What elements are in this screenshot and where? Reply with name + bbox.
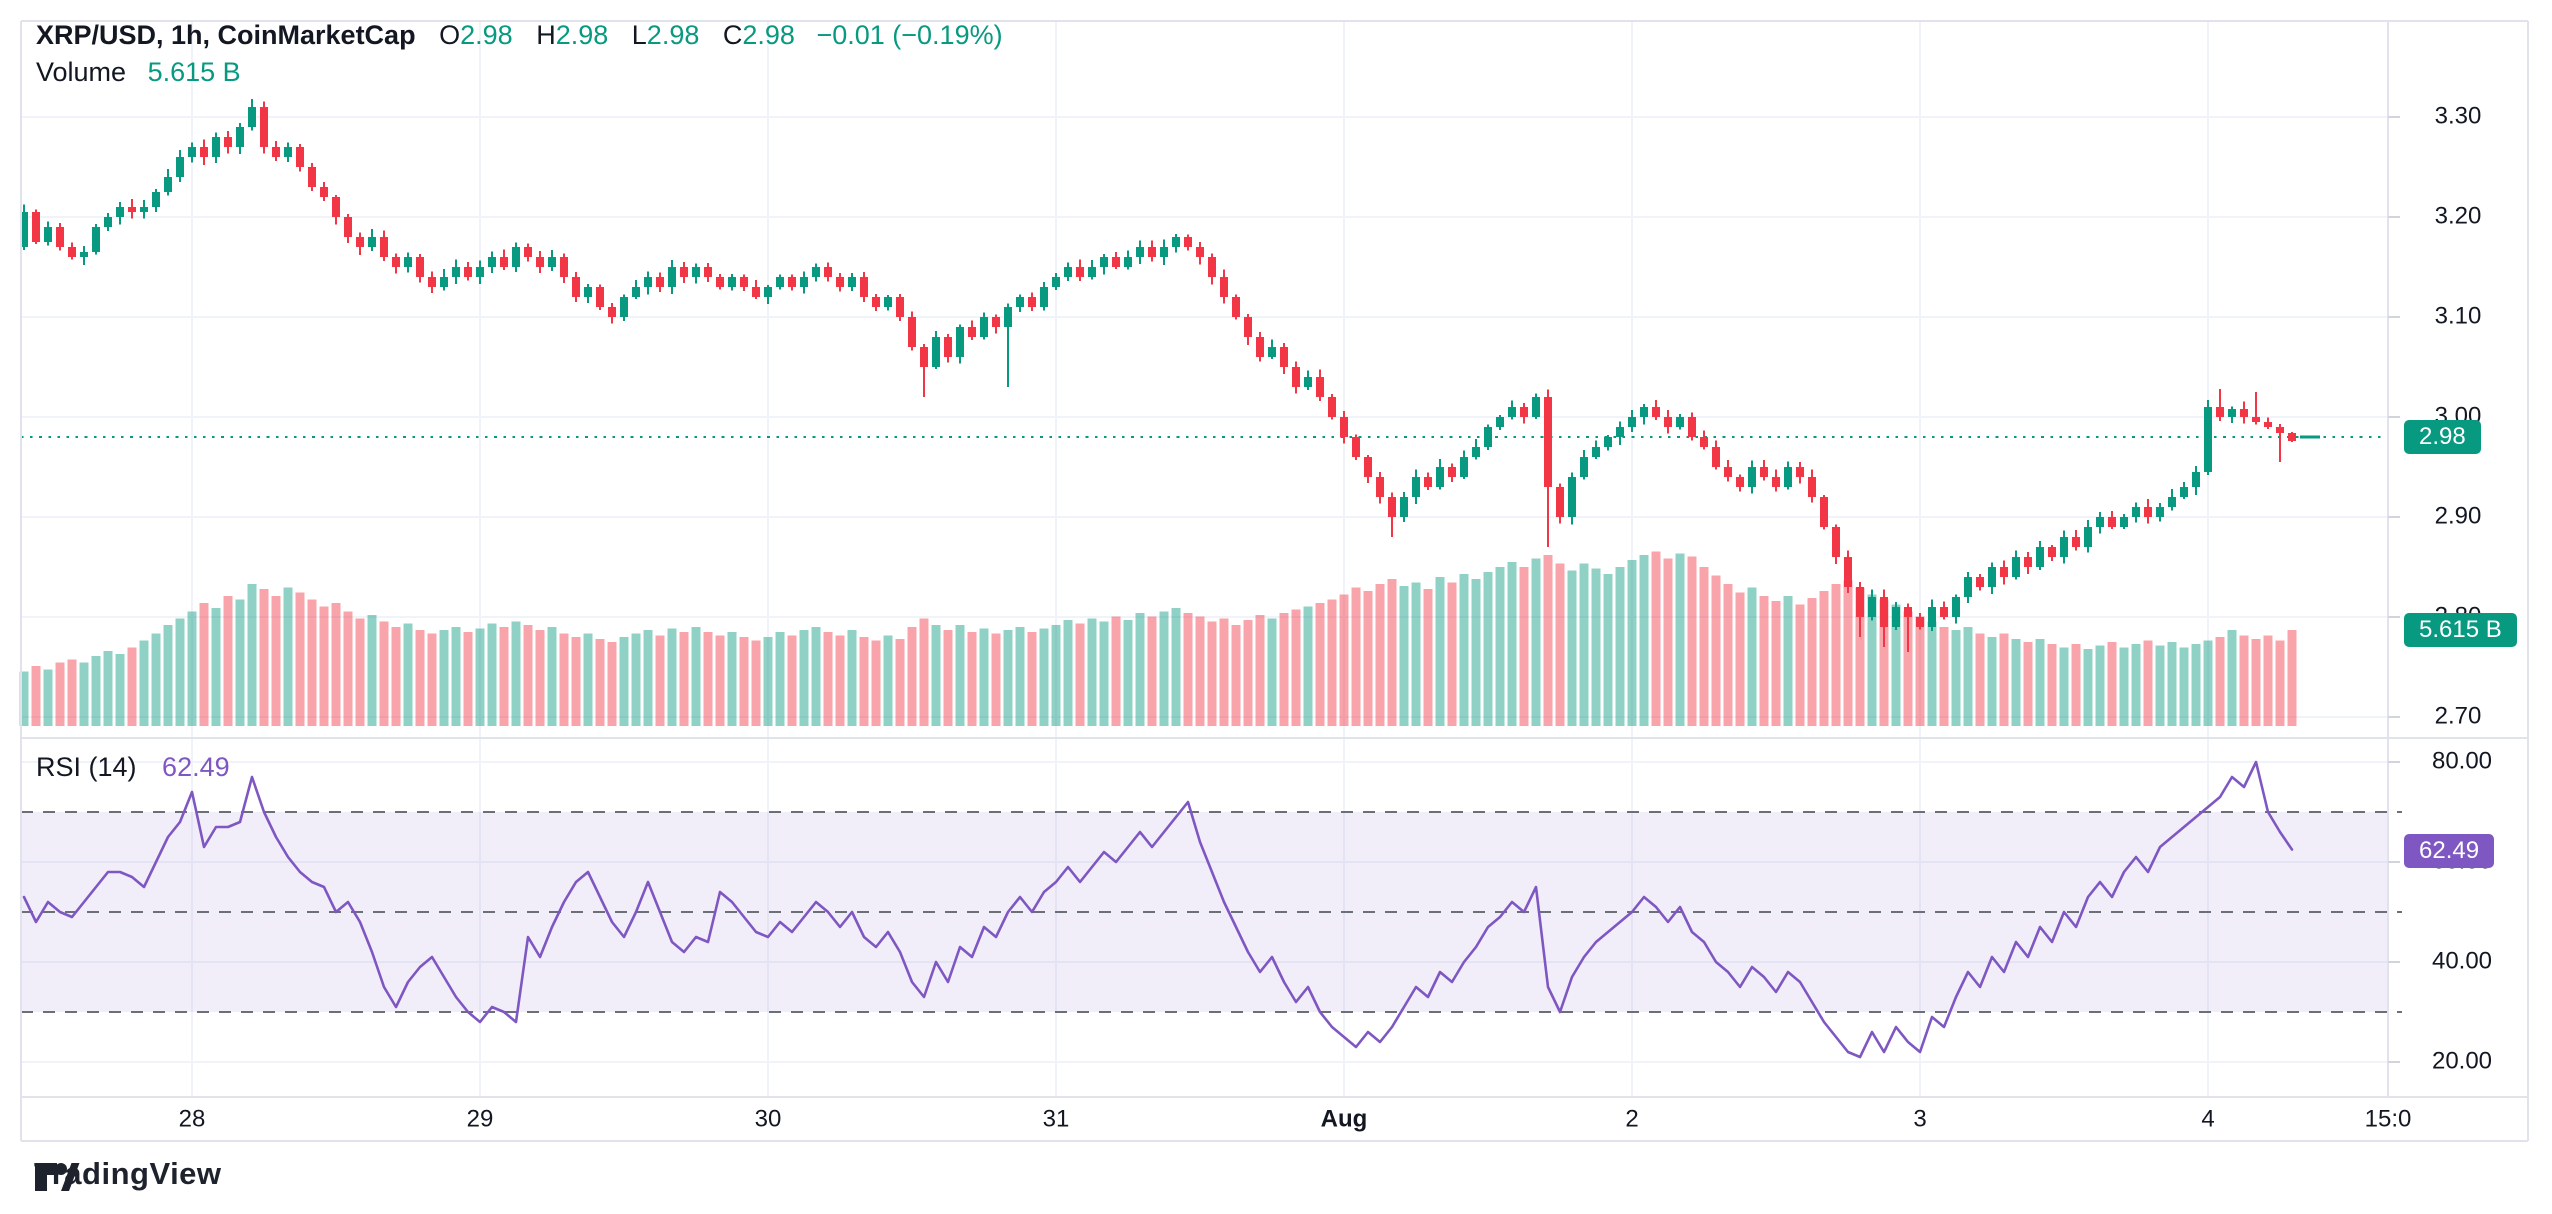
time-axis-label: 30 (755, 1105, 782, 1132)
high-value: 2.98 (555, 20, 609, 50)
grid-layer (21, 21, 2389, 1097)
symbol-title[interactable]: XRP/USD, 1h, CoinMarketCap (36, 20, 416, 50)
volume-legend: Volume 5.615 B (36, 54, 241, 91)
time-axis-label: 29 (467, 1105, 494, 1132)
volume-badge: 5.615 B (2404, 613, 2517, 647)
time-axis[interactable] (21, 1097, 2528, 1141)
volume-series (19, 551, 2297, 726)
open-label: O (439, 20, 461, 50)
high-label: H (536, 20, 556, 50)
rsi-band (21, 811, 2402, 1013)
low-label: L (631, 20, 647, 50)
rsi-legend: RSI (14) 62.49 (36, 749, 230, 786)
rsi-axis-label: 80.00 (2432, 747, 2492, 774)
time-axis-label: 31 (1043, 1105, 1070, 1132)
rsi-value: 62.49 (162, 752, 230, 782)
price-axis[interactable] (2388, 21, 2528, 1097)
time-axis-label: Aug (1321, 1105, 1368, 1132)
close-value: 2.98 (742, 20, 795, 50)
rsi-title[interactable]: RSI (14) (36, 752, 137, 782)
time-axis-label: 15:0 (2365, 1105, 2412, 1132)
rsi-badge: 62.49 (2404, 834, 2495, 868)
frame-lines (20, 20, 2529, 1142)
open-value: 2.98 (460, 20, 513, 50)
time-axis-label: 2 (1625, 1105, 1638, 1132)
price-axis-label: 3.10 (2435, 302, 2482, 329)
time-axis-label: 3 (1913, 1105, 1926, 1132)
candlestick-series (20, 99, 2296, 652)
time-axis-labels: 28 29 30 31 Aug 2 3 4 15:0 (179, 1105, 2412, 1132)
tradingview-logo[interactable]: TradingView (34, 1156, 222, 1192)
price-axis-label: 3.20 (2435, 202, 2482, 229)
time-axis-label: 28 (179, 1105, 206, 1132)
rsi-line (22, 760, 2294, 1059)
symbol-legend: XRP/USD, 1h, CoinMarketCap O2.98 H2.98 L… (36, 17, 1003, 54)
last-price-badge: 2.98 (2404, 420, 2481, 454)
price-axis-label: 2.90 (2435, 502, 2482, 529)
volume-value: 5.615 B (147, 57, 241, 87)
change-value: −0.01 (−0.19%) (816, 20, 1003, 50)
rsi-axis-label: 20.00 (2432, 1047, 2492, 1074)
close-label: C (722, 20, 743, 50)
time-axis-label: 4 (2201, 1105, 2214, 1132)
rsi-axis-label: 40.00 (2432, 947, 2492, 974)
tradingview-logo-icon (35, 1163, 80, 1191)
price-axis-label: 3.30 (2435, 102, 2482, 129)
volume-label: Volume (36, 57, 127, 87)
price-axis-label: 2.70 (2435, 702, 2482, 729)
low-value: 2.98 (646, 20, 700, 50)
